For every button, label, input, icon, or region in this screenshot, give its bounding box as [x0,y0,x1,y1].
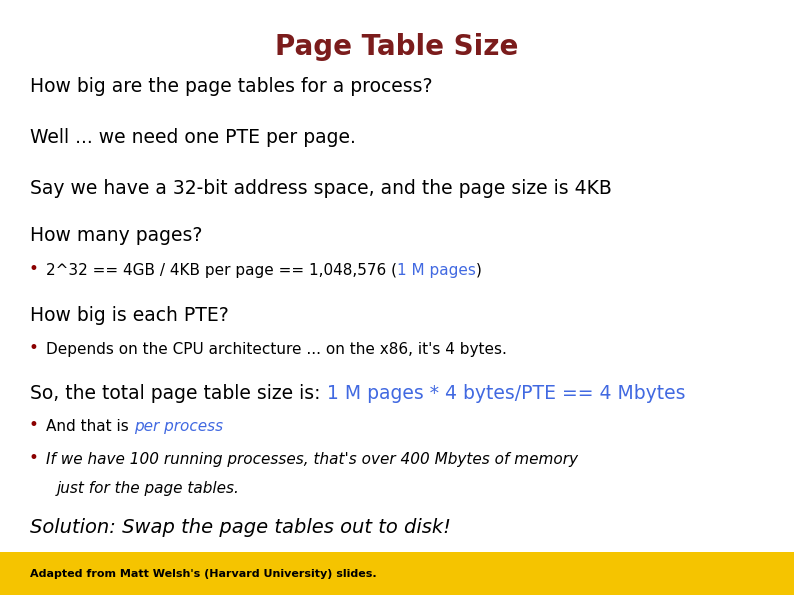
Text: ): ) [476,263,482,278]
Text: just for the page tables.: just for the page tables. [57,481,240,496]
Text: Well ... we need one PTE per page.: Well ... we need one PTE per page. [30,128,356,147]
Text: So, the total page table size is:: So, the total page table size is: [30,384,326,403]
Text: Depends on the CPU architecture ... on the x86, it's 4 bytes.: Depends on the CPU architecture ... on t… [46,342,507,357]
Text: 1 M pages * 4 bytes/PTE == 4 Mbytes: 1 M pages * 4 bytes/PTE == 4 Mbytes [326,384,685,403]
Text: How big are the page tables for a process?: How big are the page tables for a proces… [30,77,433,96]
Text: And that is: And that is [46,419,133,434]
Text: Adapted from Matt Welsh's (Harvard University) slides.: Adapted from Matt Welsh's (Harvard Unive… [30,569,377,578]
Text: 1 M pages: 1 M pages [397,263,476,278]
Bar [0,552,794,595]
Text: per process: per process [133,419,223,434]
Text: Page Table Size: Page Table Size [276,33,518,61]
Text: •: • [29,416,38,434]
Text: How many pages?: How many pages? [30,226,202,245]
Text: 2^32 == 4GB / 4KB per page == 1,048,576 (: 2^32 == 4GB / 4KB per page == 1,048,576 … [46,263,397,278]
Text: •: • [29,339,38,357]
Text: How big is each PTE?: How big is each PTE? [30,306,229,325]
Text: If we have 100 running processes, that's over 400 Mbytes of memory: If we have 100 running processes, that's… [46,452,578,467]
Text: Say we have a 32-bit address space, and the page size is 4KB: Say we have a 32-bit address space, and … [30,178,612,198]
Text: •: • [29,449,38,467]
Text: •: • [29,260,38,278]
Text: Solution: Swap the page tables out to disk!: Solution: Swap the page tables out to di… [30,518,451,537]
